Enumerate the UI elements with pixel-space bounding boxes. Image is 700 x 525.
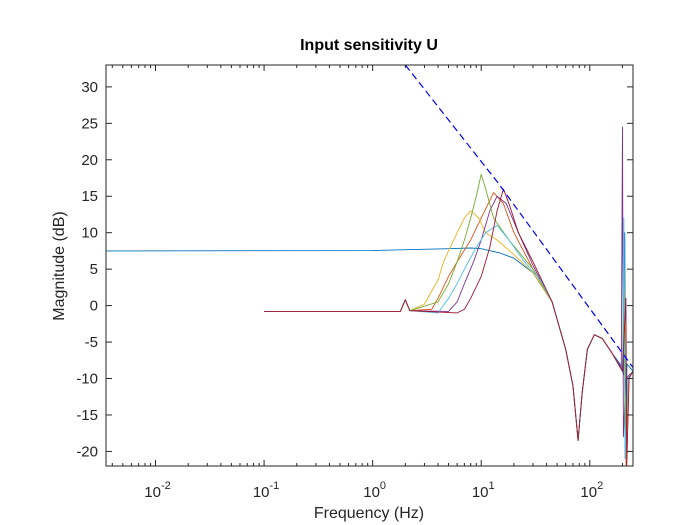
x-tick-label: 10-1 bbox=[253, 480, 279, 501]
x-tick-label: 102 bbox=[580, 480, 603, 501]
y-tick-label: 10 bbox=[81, 225, 98, 242]
series-line-7 bbox=[264, 188, 633, 466]
y-tick-label: -10 bbox=[76, 371, 98, 388]
y-tick-label: 25 bbox=[81, 115, 98, 132]
y-tick-label: 20 bbox=[81, 152, 98, 169]
y-tick-label: -5 bbox=[85, 334, 98, 351]
y-tick-label: 15 bbox=[81, 188, 98, 205]
y-tick-label: 0 bbox=[90, 298, 98, 315]
chart-title: Input sensitivity U bbox=[300, 37, 438, 54]
tick-layer: 10-2 10-1 100 101 102 -20 -15 -10 -5 0 5 10 15 20 25 30 bbox=[76, 65, 633, 501]
y-tick-label: -15 bbox=[76, 407, 98, 424]
plot-frame bbox=[105, 64, 634, 467]
plot-area bbox=[106, 65, 633, 466]
series-layer bbox=[106, 65, 633, 466]
x-axis-title: Frequency (Hz) bbox=[314, 505, 424, 522]
x-tick-label: 101 bbox=[472, 480, 495, 501]
y-tick-label: -20 bbox=[76, 443, 98, 460]
x-tick-label: 10-2 bbox=[144, 480, 170, 501]
x-tick-label: 100 bbox=[363, 480, 386, 501]
series-bound-line bbox=[404, 65, 633, 368]
y-tick-label: 30 bbox=[81, 79, 98, 96]
y-axis-title: Magnitude (dB) bbox=[51, 211, 68, 320]
y-tick-label: 5 bbox=[90, 261, 98, 278]
